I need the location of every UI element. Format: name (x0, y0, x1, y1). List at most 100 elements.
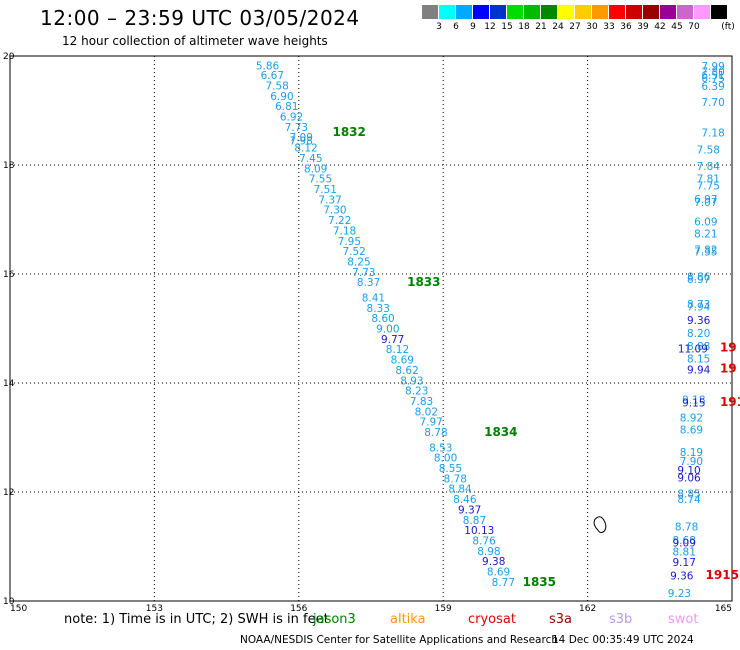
legend-tick-label: 45 (671, 22, 683, 32)
legend-swatch (439, 5, 455, 19)
map-title: 12:00 – 23:59 UTC 03/05/2024 (40, 6, 360, 30)
wave-height-label: 8.92 (680, 412, 703, 424)
legend-tick-label: 6 (453, 22, 459, 32)
wave-height-label: 6.81 (275, 101, 298, 113)
wave-height-label: 8.69 (680, 424, 703, 436)
wave-height-label: 7.07 (694, 197, 717, 209)
legend-tick-label: 9 (470, 22, 476, 32)
wave-height-label: 7.80 (701, 66, 724, 78)
legend-tick-label: 33 (603, 22, 615, 32)
wave-height-label: 8.37 (357, 277, 380, 289)
wave-height-label: 8.12 (294, 143, 317, 155)
wave-height-label: 7.52 (342, 246, 365, 258)
map-subtitle: 12 hour collection of altimeter wave hei… (62, 34, 328, 48)
legend-tick-label: 27 (569, 22, 581, 32)
orbit-number-label: 1833 (407, 275, 440, 289)
wave-height-label: 7.70 (701, 97, 724, 109)
lon-tick-label: 165 (715, 604, 732, 614)
wave-height-label: 7.37 (318, 194, 341, 206)
wave-height-label: 7.98 (290, 135, 313, 147)
lat-tick-label: 14 (3, 379, 15, 389)
wave-height-label: 7.30 (323, 205, 346, 217)
legend-tick-label: 70 (688, 22, 700, 32)
map-frame (9, 55, 733, 602)
legend-swatch (609, 5, 625, 19)
wave-height-label: 8.25 (347, 256, 370, 268)
satellite-legend-item: s3b (609, 612, 633, 627)
legend-swatch (592, 5, 608, 19)
legend-swatch (626, 5, 642, 19)
satellite-legend-item: altika (390, 612, 426, 627)
wave-height-label: 10.13 (464, 525, 494, 537)
wave-height-label: 9.94 (687, 364, 711, 376)
wave-height-label: 7.58 (265, 80, 288, 92)
wave-height-label: 7.55 (309, 174, 332, 186)
lat-tick-label: 10 (3, 597, 15, 607)
wave-height-label: 8.12 (386, 344, 409, 356)
satellite-legend-item: swot (668, 612, 699, 627)
generated-timestamp: 14 Dec 00:35:49 UTC 2024 (552, 634, 694, 646)
orbit-number-label: 19 (720, 361, 737, 375)
wave-height-label: 6.09 (694, 217, 717, 229)
wave-height-label: 8.62 (395, 365, 418, 377)
wave-height-label: 8.15 (687, 353, 710, 365)
legend-tick-label: 36 (620, 22, 632, 32)
lat-tick-label: 20 (3, 52, 15, 62)
legend-swatch (490, 5, 506, 19)
credit-line: NOAA/NESDIS Center for Satellite Applica… (240, 634, 558, 646)
orbit-number-label: 19 (720, 341, 737, 355)
lon-tick-label: 150 (10, 604, 27, 614)
wave-height-label: 8.78 (675, 521, 698, 533)
wave-height-label: 9.77 (381, 334, 404, 346)
legend-swatch (507, 5, 523, 19)
wave-height-label: 7.22 (328, 215, 351, 227)
wave-height-label: 7.73 (285, 122, 308, 134)
wave-height-label: 8.88 (687, 341, 710, 353)
wave-height-label: 6.90 (270, 91, 293, 103)
wave-height-label: 8.78 (424, 427, 447, 439)
wave-height-label: 8.55 (439, 463, 462, 475)
legend-tick-label: 42 (654, 22, 666, 32)
lon-tick-label: 159 (435, 604, 452, 614)
legend-swatch (677, 5, 693, 19)
wave-height-label: 7.18 (701, 127, 724, 139)
legend-tick-label: 24 (552, 22, 564, 32)
wave-height-label: 7.18 (333, 225, 356, 237)
legend-tick-label: 18 (518, 22, 530, 32)
satellite-legend-item: jason3 (313, 612, 356, 627)
wave-height-label: 11.09 (678, 344, 708, 356)
wave-height-label: 6.92 (280, 111, 303, 123)
wave-height-label: 9.23 (668, 588, 691, 600)
wave-height-label: 9.36 (687, 315, 711, 327)
legend-swatch (575, 5, 591, 19)
wave-height-label: 8.53 (429, 442, 452, 454)
wave-height-label: 8.93 (400, 375, 423, 387)
legend-tick-label: 12 (484, 22, 496, 32)
legend-swatch (643, 5, 659, 19)
wave-height-label: 8.87 (463, 515, 486, 527)
orbit-number-label: 1915 (706, 568, 739, 582)
wave-height-label: 7.82 (694, 244, 717, 256)
legend-swatch (473, 5, 489, 19)
orbit-number-label: 191 (720, 395, 740, 409)
wave-height-label: 8.19 (680, 447, 703, 459)
legend-swatch (541, 5, 557, 19)
wave-height-label: 8.73 (687, 299, 710, 311)
wave-height-label: 8.20 (687, 328, 710, 340)
wave-height-label: 8.00 (434, 453, 457, 465)
wave-height-label: 5.86 (256, 60, 280, 72)
wave-height-label: 6.67 (261, 70, 284, 82)
wave-height-label: 8.98 (477, 546, 500, 558)
legend-tick-label: 30 (586, 22, 598, 32)
wave-height-label: 6.39 (701, 81, 724, 93)
wave-height-label: 8.46 (453, 494, 477, 506)
wave-height-label: 9.36 (670, 570, 694, 582)
wave-height-label: 7.35 (694, 247, 717, 259)
wave-height-label: 9.17 (673, 557, 696, 569)
legend-swatch (711, 5, 727, 19)
orbit-number-label: 1834 (484, 425, 517, 439)
legend-tick-label: 3 (436, 22, 442, 32)
wave-height-label: 8.81 (673, 546, 696, 558)
wave-height-label: 7.97 (419, 417, 442, 429)
